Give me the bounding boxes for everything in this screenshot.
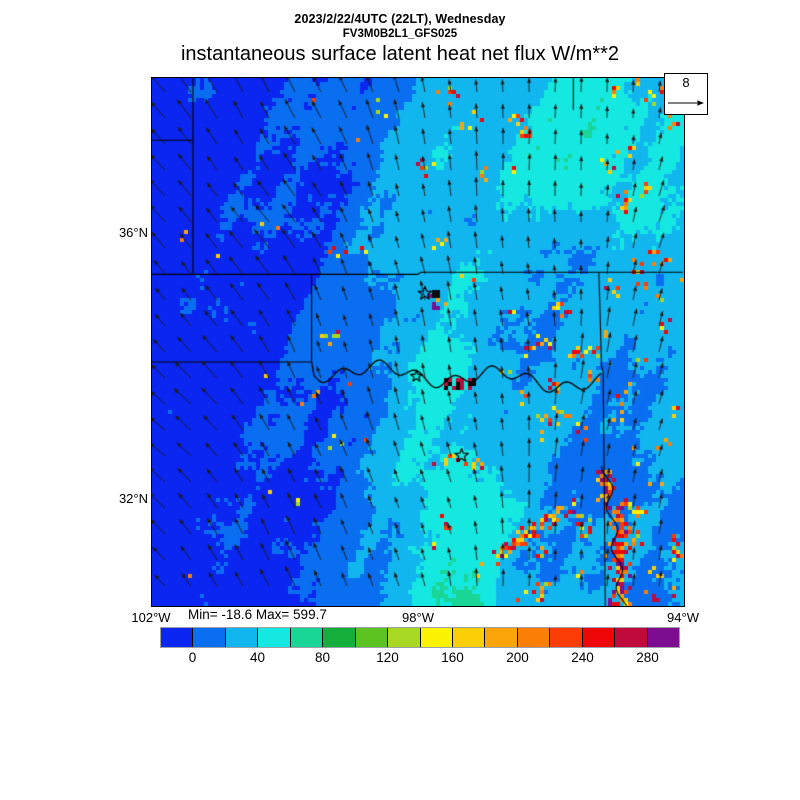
colorbar-tick-label: 40 [249, 650, 266, 665]
lon-label-94w: 94°W [667, 610, 699, 625]
date-title: 2023/2/22/4UTC (22LT), Wednesday [294, 12, 506, 26]
colorbar-segment [388, 628, 421, 647]
wind-vector-layer [152, 78, 684, 606]
colorbar-segment [550, 628, 583, 647]
lat-label-36n: 36°N [118, 225, 148, 240]
colorbar-tick-label: 80 [314, 650, 331, 665]
colorbar-segment [225, 628, 259, 647]
colorbar-tick-label: 240 [571, 650, 594, 665]
page-title: instantaneous surface latent heat net fl… [180, 43, 620, 65]
colorbar-tick-label: 200 [506, 650, 529, 665]
arrow-right-icon [668, 100, 704, 106]
colorbar-segment [452, 628, 486, 647]
colorbar-segment [582, 628, 616, 647]
colorbar-tick-label: 160 [441, 650, 464, 665]
lon-label-98w: 98°W [402, 610, 434, 625]
colorbar-segments [160, 627, 680, 648]
reference-vector-value: 8 [682, 75, 690, 90]
colorbar[interactable] [160, 627, 680, 648]
map-panel[interactable] [151, 77, 685, 607]
colorbar-segment [323, 628, 356, 647]
colorbar-tick-label: 280 [636, 650, 659, 665]
colorbar-segment [193, 628, 226, 647]
colorbar-segment [485, 628, 518, 647]
colorbar-segment [290, 628, 324, 647]
colorbar-segment [161, 628, 194, 647]
colorbar-segment [647, 628, 679, 647]
model-title: FV3M0B2L1_GFS025 [342, 28, 458, 40]
lat-label-32n: 32°N [118, 491, 148, 506]
lon-label-102w: 102°W [131, 610, 171, 625]
colorbar-tick-label: 120 [376, 650, 399, 665]
colorbar-segment [615, 628, 648, 647]
colorbar-segment [517, 628, 551, 647]
colorbar-segment [258, 628, 291, 647]
reference-vector-legend: 8 [664, 73, 708, 115]
colorbar-segment [420, 628, 453, 647]
minmax-stats: Min= -18.6 Max= 599.7 [188, 607, 327, 622]
colorbar-segment [355, 628, 389, 647]
colorbar-tick-label: 0 [188, 650, 197, 665]
